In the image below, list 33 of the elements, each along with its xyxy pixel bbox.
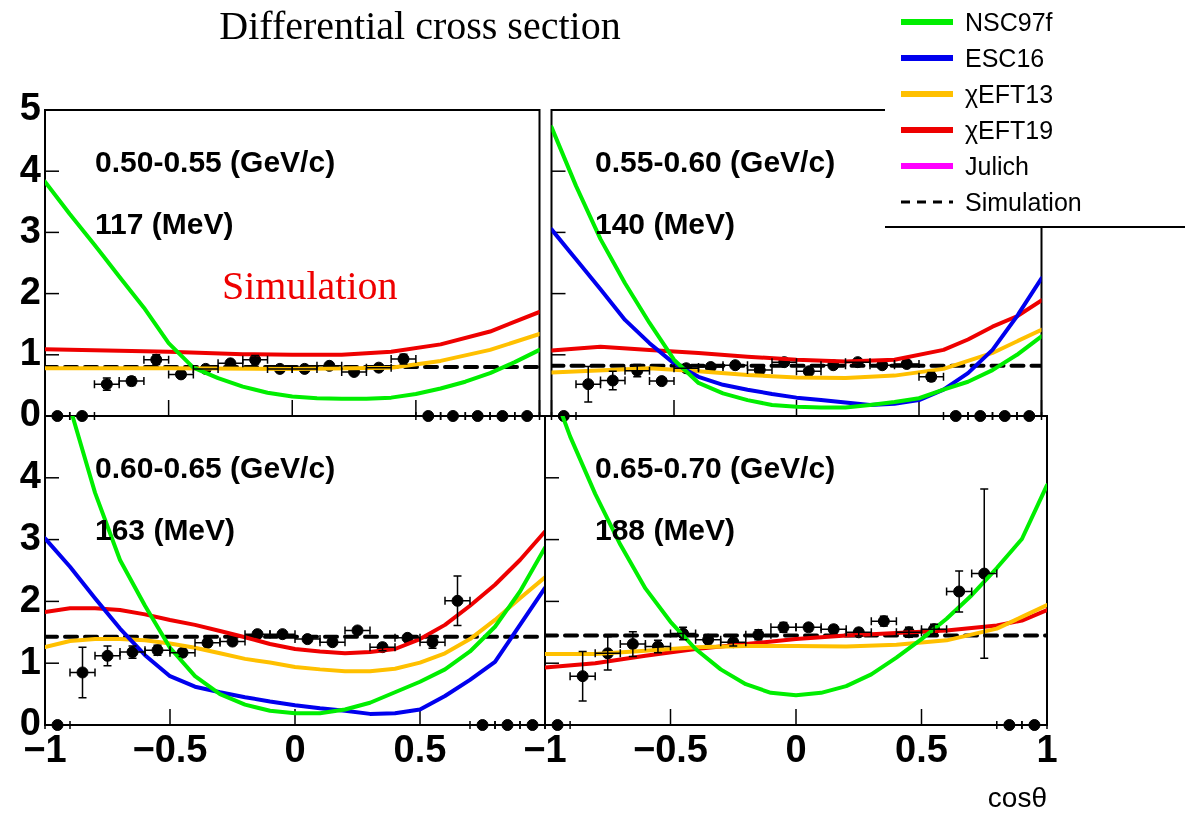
legend-label: Simulation — [965, 187, 1082, 217]
legend-label: ESC16 — [965, 43, 1045, 73]
x-tick-label: −0.5 — [632, 728, 709, 771]
annotation: 0.65-0.70 (GeV/c) — [595, 451, 836, 485]
legend-label: χEFT19 — [965, 115, 1054, 145]
legend-label: χEFT13 — [965, 79, 1054, 109]
x-tick-label: 0.5 — [393, 728, 447, 771]
y-tick-label: 5 — [19, 86, 41, 129]
y-tick-label: 3 — [19, 208, 41, 251]
legend-label: NSC97f — [965, 7, 1053, 37]
annotation: 0.55-0.60 (GeV/c) — [595, 145, 836, 179]
annotation: 117 (MeV) — [95, 207, 234, 241]
x-tick-label: 0 — [284, 728, 306, 771]
x-tick-label: 1 — [1036, 728, 1058, 771]
y-tick-label: 4 — [19, 147, 41, 190]
x-tick-label: 0 — [785, 728, 807, 771]
y-tick-label: 2 — [19, 270, 41, 313]
annotation: 0.50-0.55 (GeV/c) — [95, 145, 336, 179]
x-tick-label: −1 — [523, 728, 567, 771]
annotation: 0.60-0.65 (GeV/c) — [95, 451, 336, 485]
x-tick-label: −0.5 — [132, 728, 208, 771]
y-tick-label: 3 — [19, 516, 41, 559]
y-tick-label: 1 — [19, 639, 41, 682]
annotation: 140 (MeV) — [595, 207, 736, 241]
x-tick-label: 0.5 — [895, 728, 948, 771]
x-axis-title: cosθ — [987, 781, 1047, 813]
y-tick-label: 1 — [19, 331, 41, 374]
annotation: Simulation — [222, 262, 398, 309]
y-tick-label: 2 — [19, 577, 41, 620]
y-tick-label: 0 — [19, 392, 41, 435]
y-tick-label: 4 — [19, 454, 41, 497]
legend-label: Julich — [965, 151, 1029, 181]
chart-title: Differential cross section — [218, 2, 622, 49]
